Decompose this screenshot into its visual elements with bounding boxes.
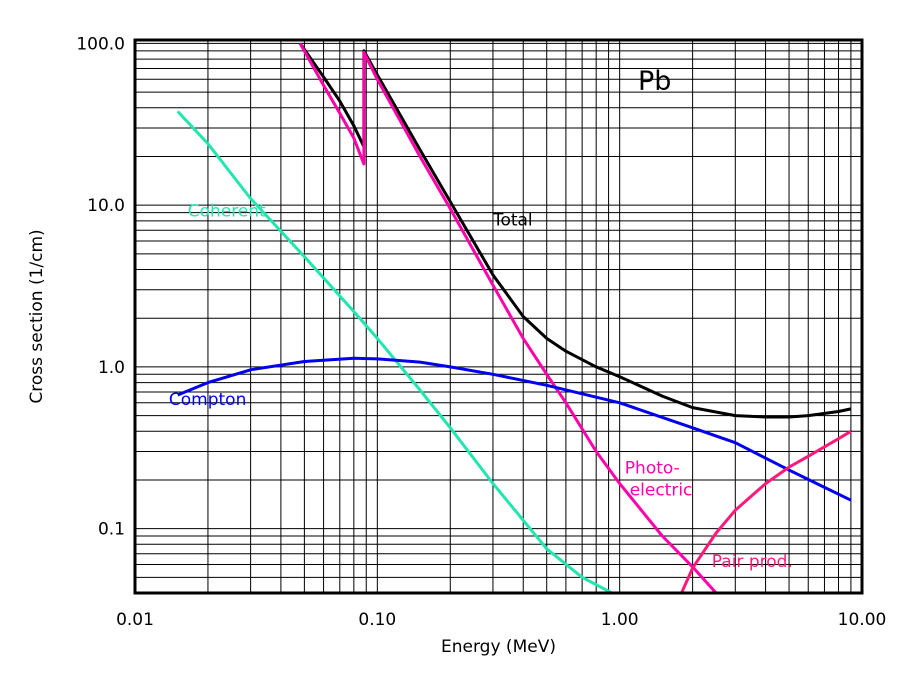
annotations: Total Photo-electric Coherent Compton Pair p… bbox=[169, 202, 793, 572]
series-coherent bbox=[176, 110, 613, 595]
y-axis-label: Cross section (1/cm) bbox=[27, 229, 47, 403]
y-tick-label: 1.0 bbox=[98, 358, 125, 378]
series-annotation: Compton bbox=[169, 390, 246, 410]
series-annotation: Photo- bbox=[625, 458, 680, 478]
series-annotation: electric bbox=[630, 481, 693, 501]
series-annotation: Pair prod. bbox=[712, 552, 793, 572]
x-axis-label: Energy (MeV) bbox=[441, 637, 556, 657]
x-tick-label: 0.01 bbox=[116, 610, 154, 630]
series-lines bbox=[176, 42, 852, 595]
grid bbox=[134, 40, 862, 594]
element-label: Pb bbox=[638, 66, 671, 97]
x-tick-label: 0.10 bbox=[358, 610, 396, 630]
series-compton bbox=[177, 356, 852, 502]
y-tick-label: 100.0 bbox=[76, 34, 125, 54]
series-annotation: Total bbox=[492, 210, 533, 230]
series-photo-electric bbox=[298, 42, 718, 595]
tick-labels: 0.01 0.10 1.00 10.00 0.1 1.0 10.0 100.0 bbox=[76, 34, 886, 630]
y-tick-label: 0.1 bbox=[98, 520, 125, 540]
x-tick-label: 1.00 bbox=[601, 610, 639, 630]
series-pair-prod bbox=[680, 430, 852, 594]
y-tick-label: 10.0 bbox=[87, 196, 125, 216]
plot-frame bbox=[133, 38, 864, 595]
x-tick-label: 10.00 bbox=[838, 610, 887, 630]
series-annotation: Coherent bbox=[188, 202, 266, 222]
series-total bbox=[298, 42, 852, 419]
